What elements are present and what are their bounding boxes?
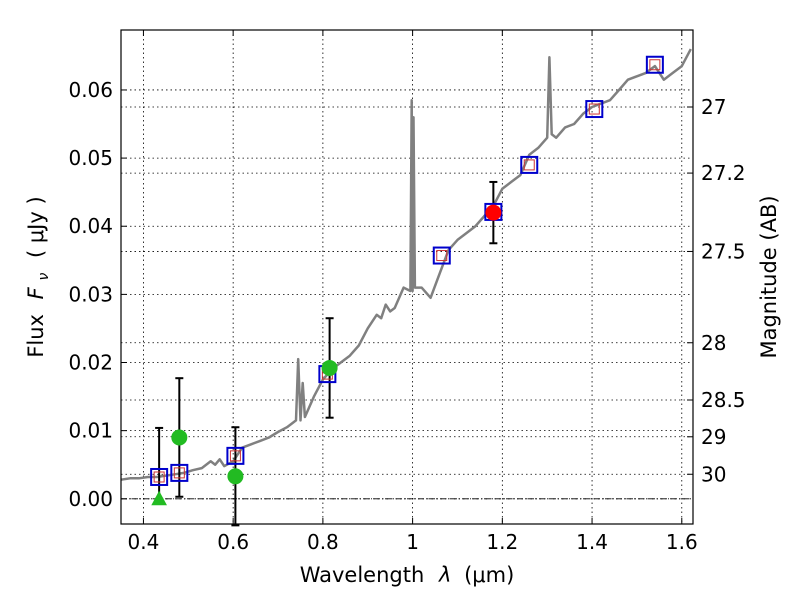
model-band-inner-square bbox=[173, 467, 185, 479]
x-tick-label: 1.6 bbox=[666, 530, 698, 554]
x-axis-title-prefix: Wavelength bbox=[300, 563, 425, 587]
model-spectrum-layer bbox=[120, 48, 692, 481]
y2-tick-label: 28.5 bbox=[701, 388, 746, 412]
plot-frame bbox=[120, 29, 694, 525]
model-band-square bbox=[645, 55, 664, 74]
y2-axis-title: Magnitude (AB) bbox=[757, 195, 781, 358]
upper-limit-triangle bbox=[151, 490, 167, 506]
model-band-square bbox=[226, 446, 245, 465]
y-tick-label: 0.05 bbox=[68, 146, 113, 170]
model-band-square bbox=[170, 463, 189, 482]
x-tick-label: 1.2 bbox=[486, 530, 518, 554]
y2-tick-label: 27.5 bbox=[701, 239, 746, 263]
model-band-inner-square bbox=[229, 450, 241, 462]
model-band-inner-square bbox=[588, 103, 600, 115]
y-axis-title-subscript: ν bbox=[36, 273, 52, 281]
x-tick-label: 0.4 bbox=[128, 530, 160, 554]
y2-tick-label: 28 bbox=[701, 331, 726, 355]
y2-axis-ticks: 27 27.2 27.5 28 28.5 29 30 bbox=[687, 95, 746, 486]
y-tick-label: 0.03 bbox=[68, 282, 113, 306]
detection-point bbox=[227, 468, 244, 485]
y2-tick-label: 27 bbox=[701, 95, 726, 119]
x-tick-label: 0.8 bbox=[307, 530, 339, 554]
marker-layer bbox=[150, 55, 664, 506]
y-axis-title-symbol: F bbox=[24, 286, 48, 299]
space-detection-point bbox=[485, 204, 502, 221]
x-tick-label: 1 bbox=[406, 530, 419, 554]
grid-layer bbox=[121, 30, 693, 524]
model-band-square bbox=[585, 100, 604, 119]
y-axis-title: Flux F ν ( μJy ) bbox=[24, 196, 53, 357]
x-axis-title-symbol: λ bbox=[438, 563, 451, 587]
y-tick-label: 0.04 bbox=[68, 214, 113, 238]
y-axis-ticks: 0.00 0.01 0.02 0.03 0.04 0.05 0.06 bbox=[68, 78, 127, 511]
model-band-square bbox=[150, 467, 169, 486]
model-band-inner-square bbox=[436, 250, 448, 262]
y-axis-title-unit: ( μJy ) bbox=[24, 196, 48, 258]
model-band-inner-square bbox=[649, 59, 661, 71]
errorbar-layer bbox=[155, 180, 498, 527]
x-tick-label: 1.4 bbox=[576, 530, 608, 554]
model-band-inner-square bbox=[523, 159, 535, 171]
detection-point bbox=[171, 429, 188, 446]
y-tick-label: 0.00 bbox=[68, 487, 113, 511]
y2-tick-label: 29 bbox=[701, 425, 726, 449]
model-spectrum-line bbox=[120, 48, 692, 481]
x-axis-ticks: 0.4 0.6 0.8 1 1.2 1.4 1.6 bbox=[128, 30, 698, 554]
model-band-square bbox=[520, 155, 539, 174]
x-axis-title: Wavelength λ (μm) bbox=[300, 563, 515, 587]
model-band-square bbox=[432, 246, 451, 265]
y-tick-label: 0.01 bbox=[68, 419, 113, 443]
y-tick-label: 0.02 bbox=[68, 351, 113, 375]
y-axis-title-prefix: Flux bbox=[24, 314, 48, 358]
x-axis-title-unit: (μm) bbox=[464, 563, 514, 587]
y2-tick-label: 30 bbox=[701, 462, 726, 486]
y2-tick-label: 27.2 bbox=[701, 161, 746, 185]
detection-point bbox=[321, 359, 338, 376]
y-tick-label: 0.06 bbox=[68, 78, 113, 102]
x-tick-label: 0.6 bbox=[217, 530, 249, 554]
model-band-inner-square bbox=[153, 471, 165, 483]
